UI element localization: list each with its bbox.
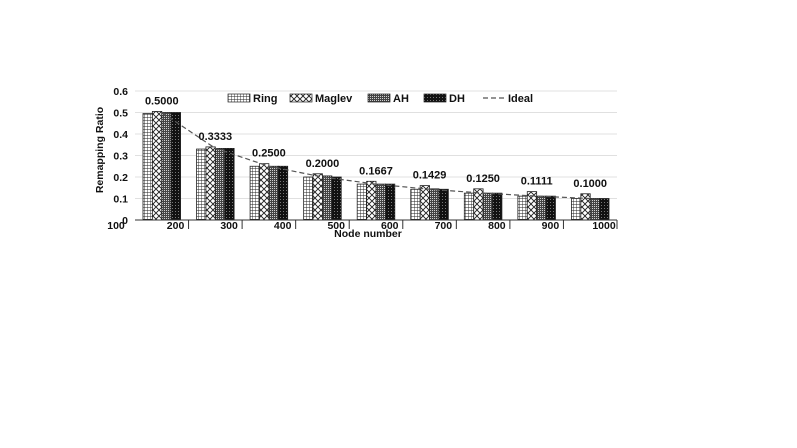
y-tick-label: 0.5	[113, 108, 128, 120]
bar-ring	[249, 165, 260, 221]
y-tick-label: 0.2	[113, 172, 128, 184]
bar-ah	[429, 188, 440, 221]
x-tick-label: 900	[542, 220, 560, 232]
bars	[142, 111, 610, 221]
data-label: 0.1667	[359, 165, 393, 177]
data-label: 0.2500	[252, 148, 286, 160]
bar-ah	[536, 195, 547, 221]
legend-label-dh: DH	[449, 93, 465, 105]
bar-maglev	[473, 188, 484, 221]
y-tick-label: 0.1	[113, 194, 128, 206]
bar-ring	[196, 148, 207, 221]
bar-ring	[410, 188, 421, 221]
legend: Ring Maglev AH DH Ideal	[227, 93, 533, 105]
bar-ring	[356, 183, 368, 221]
x-tick-label: 500	[327, 220, 345, 232]
bar-ring	[571, 198, 582, 221]
data-label: 0.1000	[573, 178, 607, 190]
bar-dh	[224, 148, 235, 221]
bar-dh	[545, 195, 556, 221]
x-tick-label: 100	[107, 220, 125, 232]
data-label: 0.5000	[145, 95, 179, 107]
x-tick-label: 800	[488, 220, 506, 232]
x-tick-label: 400	[274, 220, 292, 232]
bar-maglev	[366, 180, 377, 221]
axes: 0 0.1 0.2 0.3 0.4 0.5 0.6 100 200 300 400 500 600 700…	[107, 86, 618, 232]
bar-maglev	[151, 111, 163, 221]
x-tick-label: 300	[220, 220, 238, 232]
x-axis-label: Node number	[334, 228, 402, 240]
bar-dh	[492, 192, 503, 221]
y-tick-label: 0.4	[113, 129, 128, 141]
legend-swatch-ah	[367, 93, 391, 103]
data-label: 0.1111	[521, 176, 553, 188]
bar-dh	[331, 176, 342, 221]
data-label: 0.1429	[413, 170, 447, 182]
x-tick-label: 200	[167, 220, 185, 232]
legend-swatch-dh	[423, 93, 447, 103]
value-annotations: 0.5000 0.3333 0.2500 0.2000 0.1667 0.1429 0.12…	[145, 95, 607, 189]
legend-swatch-maglev	[289, 93, 313, 103]
bar-ah	[375, 183, 386, 221]
bar-ah	[268, 165, 279, 221]
legend-label-ah: AH	[393, 93, 409, 105]
bar-maglev	[205, 146, 216, 221]
y-tick-label: 0	[122, 215, 128, 227]
bar-ah	[214, 148, 226, 221]
bar-dh	[599, 198, 610, 221]
y-tick-label: 0.3	[113, 151, 128, 163]
y-tick-label: 0.6	[113, 86, 128, 98]
bar-dh	[438, 188, 449, 221]
ideal-series-line	[161, 112, 591, 200]
bar-maglev	[419, 185, 430, 221]
data-label: 0.3333	[199, 131, 233, 143]
bar-ah	[589, 198, 601, 221]
legend-label-ring: Ring	[253, 93, 277, 105]
legend-label-ideal: Ideal	[508, 93, 533, 105]
bar-ah	[322, 175, 333, 221]
bar-maglev	[312, 173, 323, 221]
bar-ring	[517, 195, 528, 221]
bar-ring	[463, 192, 475, 221]
data-label: 0.1250	[466, 173, 500, 185]
legend-swatch-ring	[227, 93, 251, 103]
bar-dh	[170, 112, 181, 221]
y-axis-label: Remapping Ratio	[94, 107, 106, 193]
bar-ah	[482, 192, 493, 221]
bar-dh	[277, 165, 289, 221]
bar-ring	[303, 176, 314, 221]
x-tick-label: 600	[381, 220, 399, 232]
legend-label-maglev: Maglev	[315, 93, 353, 105]
bar-ring	[142, 113, 153, 221]
ideal-line	[161, 112, 591, 200]
data-label: 0.2000	[306, 158, 340, 170]
x-tick-label: 1000	[592, 220, 616, 232]
bar-dh	[384, 183, 396, 221]
x-tick-label: 700	[435, 220, 453, 232]
bar-maglev	[259, 163, 270, 221]
bar-ah	[161, 112, 172, 221]
